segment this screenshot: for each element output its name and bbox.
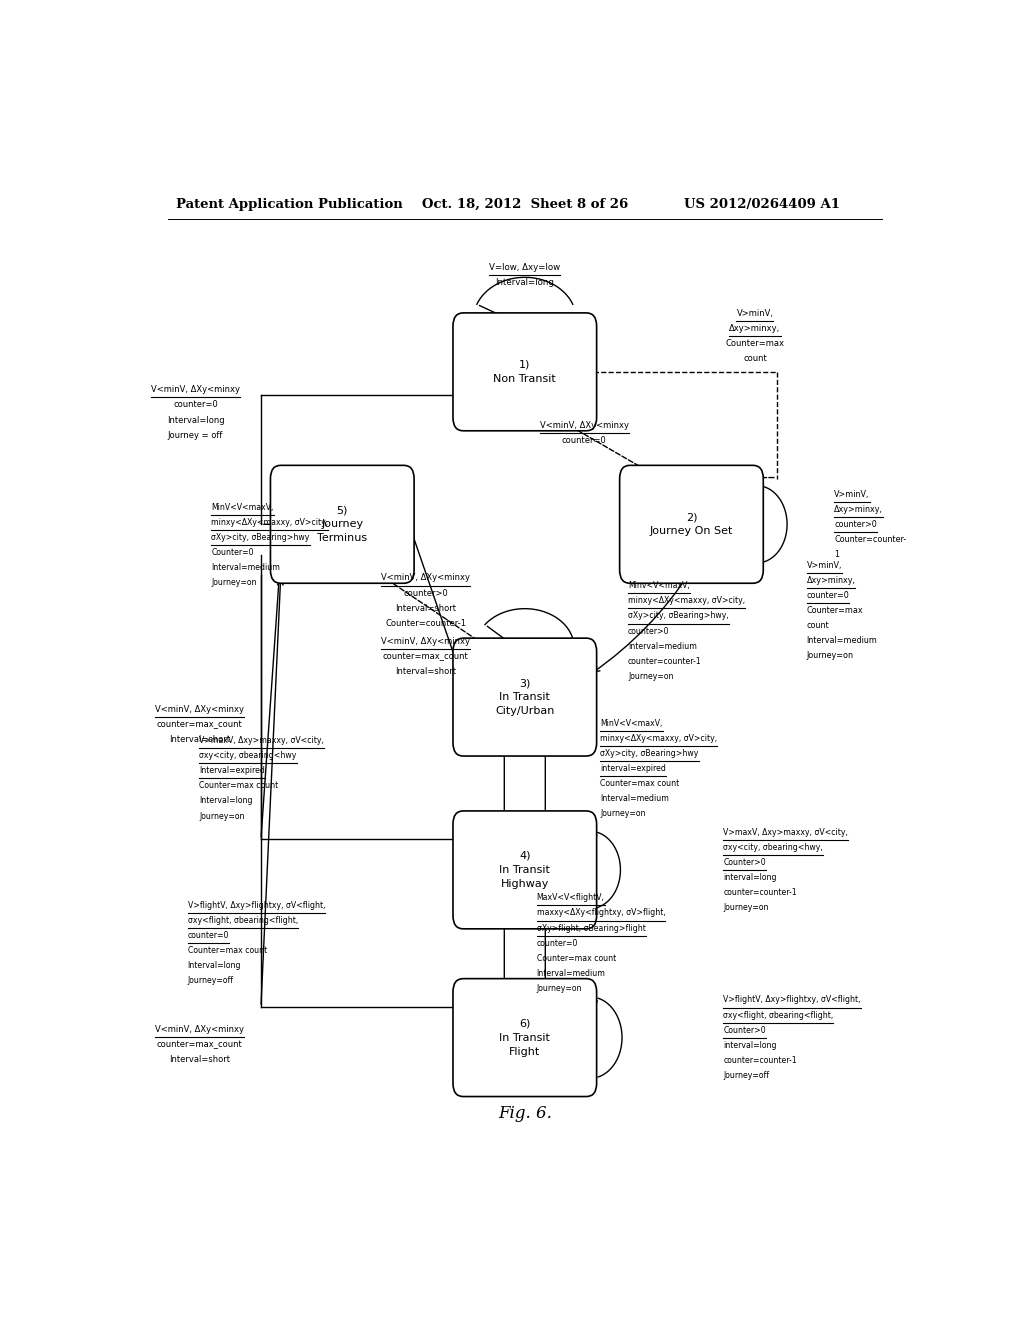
Text: counter=0: counter=0 [537,939,579,948]
Text: counter=max_count: counter=max_count [383,652,468,661]
Text: σxy<city, σbearing<hwy: σxy<city, σbearing<hwy [200,751,297,760]
Text: V>minV,: V>minV, [736,309,773,318]
Text: Counter>0: Counter>0 [723,1026,766,1035]
Text: counter=0: counter=0 [807,591,849,601]
Text: Interval=long: Interval=long [496,279,554,288]
Text: Journey=on: Journey=on [211,578,257,586]
Text: Interval=long: Interval=long [167,416,224,425]
Text: count: count [743,354,767,363]
Text: Oct. 18, 2012  Sheet 8 of 26: Oct. 18, 2012 Sheet 8 of 26 [422,198,628,211]
Text: σXy>flight, σBearing>flight: σXy>flight, σBearing>flight [537,924,645,932]
Text: 5)
Journey
Terminus: 5) Journey Terminus [317,506,368,544]
Text: Counter=max: Counter=max [807,606,863,615]
FancyBboxPatch shape [453,978,597,1097]
Text: Interval=short: Interval=short [395,603,456,612]
Text: Journey=on: Journey=on [807,651,854,660]
Text: Journey = off: Journey = off [168,430,223,440]
Text: Interval=medium: Interval=medium [600,793,669,803]
Text: Counter=max count: Counter=max count [187,946,267,956]
Text: Interval=long: Interval=long [200,796,253,805]
Text: V>flightV, Δxy>flightxy, σV<flight,: V>flightV, Δxy>flightxy, σV<flight, [723,995,861,1005]
Text: counter=max_count: counter=max_count [157,1040,243,1049]
Text: counter>0: counter>0 [403,589,447,598]
Text: Fig. 6.: Fig. 6. [498,1105,552,1122]
Text: counter=counter-1: counter=counter-1 [628,656,701,665]
Text: counter>0: counter>0 [835,520,877,529]
Text: Δxy>minxy,: Δxy>minxy, [807,576,855,585]
Text: σXy>city, σBearing>hwy,: σXy>city, σBearing>hwy, [628,611,729,620]
Text: counter=max_count: counter=max_count [157,719,243,729]
Text: V<minV, ΔXy<minxy: V<minV, ΔXy<minxy [381,573,470,582]
Text: V>minV,: V>minV, [835,490,869,499]
Text: Counter=counter-: Counter=counter- [835,535,906,544]
FancyBboxPatch shape [620,466,763,583]
Text: 6)
In Transit
Flight: 6) In Transit Flight [500,1019,550,1056]
Text: V>minV,: V>minV, [807,561,842,570]
Text: Interval=short: Interval=short [169,1055,230,1064]
Text: minxy<ΔXy<maxxy, σV>city,: minxy<ΔXy<maxxy, σV>city, [211,517,329,527]
Text: V=low, Δxy=low: V=low, Δxy=low [489,263,560,272]
Text: Interval=long: Interval=long [187,961,241,970]
FancyBboxPatch shape [453,638,597,756]
Text: Counter=counter-1: Counter=counter-1 [385,619,466,627]
Text: Interval=expired: Interval=expired [200,767,265,775]
Text: Journey=on: Journey=on [537,983,583,993]
Text: V<minV, ΔXy<minxy: V<minV, ΔXy<minxy [151,385,240,395]
Text: Counter=0: Counter=0 [211,548,254,557]
Text: Patent Application Publication: Patent Application Publication [176,198,402,211]
Text: Counter>0: Counter>0 [723,858,766,867]
FancyBboxPatch shape [453,313,597,430]
Text: Journey=off: Journey=off [723,1071,769,1080]
Text: MinV<V<maxV,: MinV<V<maxV, [211,503,273,512]
Text: Journey=off: Journey=off [187,977,233,985]
Text: V<minV, ΔXy<minxy: V<minV, ΔXy<minxy [381,636,470,645]
FancyBboxPatch shape [270,466,414,583]
Text: Minv<V<maxV,: Minv<V<maxV, [628,581,690,590]
Text: 3)
In Transit
City/Urban: 3) In Transit City/Urban [496,678,554,715]
Text: counter=counter-1: counter=counter-1 [723,1056,797,1065]
Text: interval=medium: interval=medium [628,642,697,651]
Text: counter=0: counter=0 [173,400,218,409]
Text: counter=0: counter=0 [562,436,606,445]
Text: US 2012/0264409 A1: US 2012/0264409 A1 [684,198,840,211]
Text: V>maxV, Δxy>maxxy, σV<city,: V>maxV, Δxy>maxxy, σV<city, [200,737,325,746]
Text: V<minV, ΔXy<minxy: V<minV, ΔXy<minxy [155,1026,244,1034]
Text: Interval=short: Interval=short [395,667,456,676]
Text: σXy>city, σBearing>hwy: σXy>city, σBearing>hwy [600,748,698,758]
FancyBboxPatch shape [453,810,597,929]
Text: σxy<flight, σbearing<flight,: σxy<flight, σbearing<flight, [723,1011,834,1019]
Text: minxy<ΔXy<maxxy, σV>city,: minxy<ΔXy<maxxy, σV>city, [600,734,718,743]
Text: interval=expired: interval=expired [600,764,666,772]
Text: V<minV, ΔXy<minxy: V<minV, ΔXy<minxy [540,421,629,430]
Text: 1)
Non Transit: 1) Non Transit [494,360,556,384]
Text: V<minV, ΔXy<minxy: V<minV, ΔXy<minxy [155,705,244,714]
Text: maxxy<ΔXy<flightxy, σV>flight,: maxxy<ΔXy<flightxy, σV>flight, [537,908,666,917]
Text: σxy<flight, σbearing<flight,: σxy<flight, σbearing<flight, [187,916,298,925]
Text: Interval=medium: Interval=medium [211,562,281,572]
Text: MinV<V<maxV,: MinV<V<maxV, [600,718,663,727]
Text: Δxy>minxy,: Δxy>minxy, [835,504,883,513]
Text: interval=long: interval=long [723,1040,776,1049]
Text: Journey=on: Journey=on [200,812,245,821]
Text: σxy<city, σbearing<hwy,: σxy<city, σbearing<hwy, [723,842,823,851]
Text: count: count [807,622,829,630]
Text: Journey=on: Journey=on [723,903,769,912]
Text: interval=long: interval=long [723,873,776,882]
Text: Counter=max count: Counter=max count [600,779,680,788]
Text: Interval=medium: Interval=medium [537,969,605,978]
Text: counter=counter-1: counter=counter-1 [723,888,797,898]
Text: minxy<ΔXy<maxxy, σV>city,: minxy<ΔXy<maxxy, σV>city, [628,597,745,606]
Text: V>maxV, Δxy>maxxy, σV<city,: V>maxV, Δxy>maxxy, σV<city, [723,828,848,837]
Text: V>flightV, Δxy>flightxy, σV<flight,: V>flightV, Δxy>flightxy, σV<flight, [187,902,325,909]
Text: Counter=max: Counter=max [725,339,784,348]
Text: Counter=max count: Counter=max count [537,953,616,962]
Text: Interval=short: Interval=short [169,735,230,744]
Text: 2)
Journey On Set: 2) Journey On Set [650,512,733,536]
Text: Journey=on: Journey=on [628,672,674,681]
Text: σXy>city, σBearing>hwy: σXy>city, σBearing>hwy [211,532,309,541]
Text: counter>0: counter>0 [628,627,670,635]
Text: Δxy>minxy,: Δxy>minxy, [729,325,780,333]
Text: Counter=max count: Counter=max count [200,781,279,791]
Text: MaxV<V<flightV,: MaxV<V<flightV, [537,894,604,903]
Text: 1: 1 [835,550,840,558]
